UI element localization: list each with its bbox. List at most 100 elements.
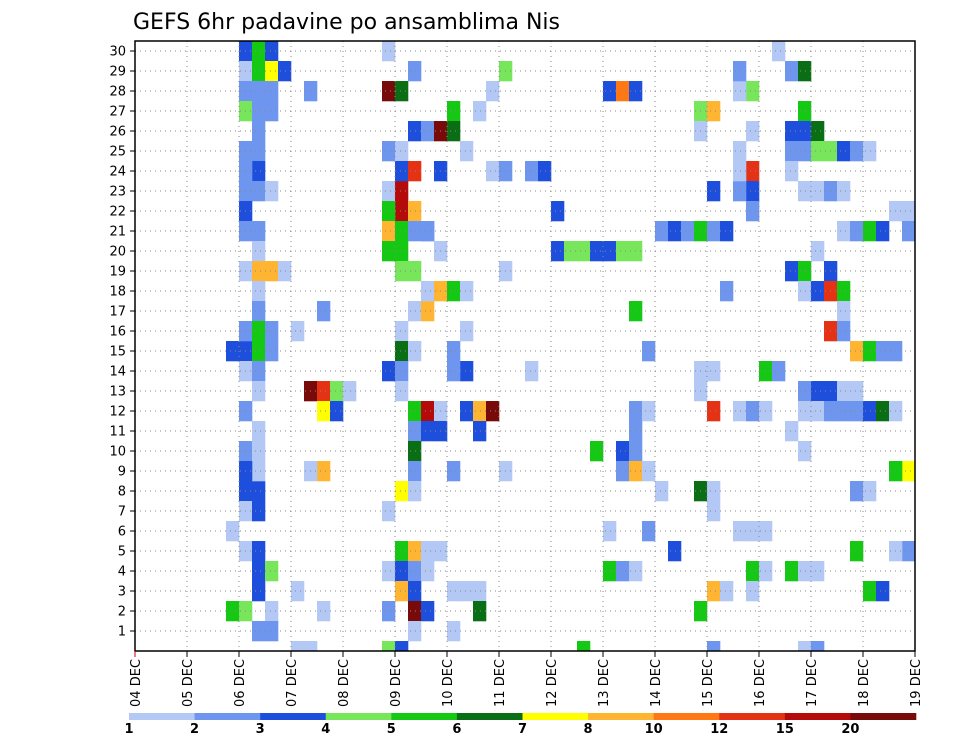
heatmap-cell: [395, 381, 409, 402]
x-tick-label: 08 DEC: [337, 659, 352, 707]
x-tick-label: 07 DEC: [285, 659, 300, 707]
heatmap-cell: [395, 241, 409, 262]
heatmap-cell: [785, 421, 799, 442]
heatmap-cell: [252, 41, 266, 62]
heatmap-cell: [460, 581, 474, 602]
y-tick-label: 21: [109, 225, 126, 240]
heatmap-cell: [395, 181, 409, 202]
heatmap-cells: [226, 41, 916, 652]
heatmap-cell: [655, 221, 669, 242]
heatmap-cell: [798, 641, 812, 652]
y-tick-label: 28: [109, 85, 126, 100]
heatmap-cell: [278, 261, 292, 282]
heatmap-cell: [252, 301, 266, 322]
heatmap-cell: [447, 101, 461, 122]
heatmap-cell: [551, 241, 565, 262]
heatmap-cell: [837, 381, 851, 402]
colorbar-label: 10: [645, 722, 663, 737]
colorbar-label: 12: [710, 722, 728, 737]
heatmap-cell: [252, 541, 266, 562]
heatmap-cell: [395, 161, 409, 182]
x-tick-label: 11 DEC: [493, 659, 508, 707]
heatmap-cell: [863, 141, 877, 162]
plot-frame: [134, 40, 916, 652]
heatmap-cell: [252, 461, 266, 482]
heatmap-cell: [707, 501, 721, 522]
y-tick-label: 22: [109, 205, 126, 220]
heatmap-cell: [447, 121, 461, 142]
heatmap-cell: [382, 641, 396, 652]
heatmap-cell: [577, 241, 591, 262]
x-axis-ticks: 04 DEC 05 DEC 06 DEC 07 DEC 08 DEC 09 DEC 10 D…: [129, 651, 924, 707]
x-tick-label: 09 DEC: [389, 659, 404, 707]
heatmap-cell: [707, 361, 721, 382]
heatmap-cell: [837, 401, 851, 422]
x-tick-label: 14 DEC: [649, 659, 664, 707]
heatmap-cell: [785, 261, 799, 282]
y-tick-label: 30: [109, 45, 126, 60]
colorbar-label: 4: [321, 722, 330, 737]
heatmap-cell: [408, 421, 422, 442]
heatmap-cell: [616, 81, 630, 102]
heatmap-cell: [850, 401, 864, 422]
heatmap-cell: [707, 401, 721, 422]
heatmap-cell: [382, 181, 396, 202]
y-tick-label: 19: [109, 265, 126, 280]
heatmap-cell: [798, 401, 812, 422]
heatmap-cell: [252, 181, 266, 202]
heatmap-cell: [395, 561, 409, 582]
heatmap-cell: [278, 61, 292, 82]
colorbar-segment: [456, 713, 523, 720]
heatmap-cell: [707, 481, 721, 502]
heatmap-cell: [551, 201, 565, 222]
heatmap-cell: [226, 341, 240, 362]
grid-lines: [134, 41, 916, 651]
heatmap-cell: [252, 441, 266, 462]
heatmap-cell: [642, 521, 656, 542]
heatmap-cell: [252, 381, 266, 402]
heatmap-cell: [525, 161, 539, 182]
heatmap-cell: [785, 141, 799, 162]
heatmap-cell: [252, 561, 266, 582]
heatmap-cell: [460, 321, 474, 342]
heatmap-cell: [746, 401, 760, 422]
heatmap-cell: [473, 101, 487, 122]
heatmap-cell: [733, 401, 747, 422]
heatmap-cell: [447, 361, 461, 382]
colorbar-label: 7: [518, 722, 527, 737]
heatmap-cell: [395, 581, 409, 602]
heatmap-cell: [473, 401, 487, 422]
heatmap-cell: [668, 541, 682, 562]
y-tick-label: 16: [109, 325, 126, 340]
heatmap-cell: [863, 401, 877, 422]
heatmap-cell: [252, 81, 266, 102]
heatmap-cell: [850, 381, 864, 402]
heatmap-cell: [252, 281, 266, 302]
heatmap-cell: [785, 561, 799, 582]
heatmap-cell: [473, 581, 487, 602]
heatmap-cell: [291, 581, 305, 602]
heatmap-cell: [746, 581, 760, 602]
heatmap-cell: [525, 361, 539, 382]
heatmap-cell: [395, 201, 409, 222]
heatmap-cell: [291, 321, 305, 342]
heatmap-cell: [798, 561, 812, 582]
heatmap-cell: [863, 221, 877, 242]
y-tick-label: 25: [109, 145, 126, 160]
heatmap-cell: [265, 621, 279, 642]
heatmap-cell: [252, 221, 266, 242]
heatmap-cell: [382, 501, 396, 522]
heatmap-cell: [408, 441, 422, 462]
heatmap-cell: [603, 81, 617, 102]
heatmap-cell: [863, 481, 877, 502]
heatmap-cell: [226, 601, 240, 622]
colorbar-label: 8: [584, 722, 593, 737]
heatmap-cell: [590, 441, 604, 462]
heatmap-cell: [408, 61, 422, 82]
y-tick-label: 17: [109, 305, 126, 320]
heatmap-cell: [850, 341, 864, 362]
heatmap-cell: [460, 361, 474, 382]
heatmap-cell: [876, 581, 890, 602]
heatmap-cell: [382, 201, 396, 222]
heatmap-cell: [447, 461, 461, 482]
